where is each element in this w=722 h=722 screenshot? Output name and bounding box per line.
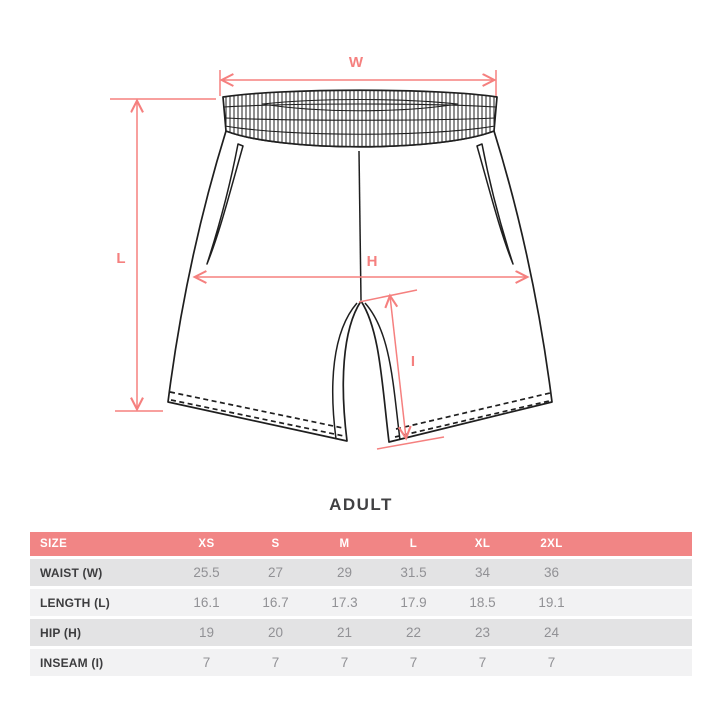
table-cell: 16.7	[262, 595, 289, 610]
table-cell: 7	[547, 655, 556, 670]
table-cell: 17.9	[400, 595, 427, 610]
dimension-annotations	[110, 70, 527, 450]
size-table-section: ADULT SIZE XS S M L XL 2XL WAIST (W) 25.…	[30, 494, 692, 676]
i-dimension-arrow	[390, 296, 406, 438]
table-cell: 27	[267, 565, 284, 580]
table-cell: 17.3	[331, 595, 358, 610]
table-cell: 7	[340, 655, 349, 670]
right-pocket-slit	[476, 143, 514, 265]
length-label: L	[116, 250, 125, 267]
table-cell: 16.1	[193, 595, 220, 610]
shorts-technical-drawing: W L H I	[110, 54, 553, 450]
hem-stitching	[169, 391, 551, 438]
table-header-row: SIZE XS S M L XL 2XL	[30, 532, 692, 556]
table-cell: 24	[543, 625, 560, 640]
table-cell: 19.1	[538, 595, 565, 610]
table-row-hip: HIP (H) 19 20 21 22 23 24	[30, 619, 692, 646]
hip-label: H	[367, 253, 378, 270]
row-label: LENGTH (L)	[40, 595, 110, 610]
column-header-l: L	[409, 538, 418, 550]
table-cell: 7	[271, 655, 280, 670]
table-cell: 29	[336, 565, 353, 580]
column-header-xs: XS	[198, 538, 215, 550]
table-cell: 19	[198, 625, 215, 640]
table-row-waist: WAIST (W) 25.5 27 29 31.5 34 36	[30, 559, 692, 586]
waistband-rows	[223, 98, 497, 135]
column-header-2xl: 2XL	[540, 538, 563, 550]
dimension-labels: W L H I	[116, 54, 415, 370]
size-table: SIZE XS S M L XL 2XL WAIST (W) 25.5 27 2…	[30, 532, 692, 676]
waistband	[222, 89, 498, 148]
table-cell: 7	[202, 655, 211, 670]
section-title: ADULT	[329, 495, 393, 514]
table-cell: 22	[405, 625, 422, 640]
width-label: W	[349, 54, 364, 71]
column-header-m: M	[339, 538, 350, 550]
table-cell: 18.5	[469, 595, 496, 610]
table-cell: 23	[474, 625, 491, 640]
row-label: HIP (H)	[40, 625, 82, 640]
row-label: INSEAM (I)	[40, 655, 104, 670]
table-cell: 36	[543, 565, 560, 580]
shorts-diagram: W L H I	[110, 54, 553, 450]
table-cell: 20	[267, 625, 284, 640]
table-cell: 7	[409, 655, 418, 670]
table-row-length: LENGTH (L) 16.1 16.7 17.3 17.9 18.5 19.1	[30, 589, 692, 616]
table-cell: 25.5	[193, 565, 220, 580]
table-cell: 7	[478, 655, 487, 670]
column-header-size: SIZE	[40, 538, 68, 550]
table-cell: 21	[336, 625, 353, 640]
column-header-xl: XL	[474, 538, 491, 550]
table-cell: 34	[474, 565, 491, 580]
left-inseam-stitch	[331, 302, 358, 440]
table-row-inseam: INSEAM (I) 7 7 7 7 7 7	[30, 649, 692, 676]
i-extension-bottom	[376, 436, 445, 450]
shorts-outline	[167, 89, 553, 443]
inseam-label: I	[411, 353, 415, 370]
left-pocket-slit	[206, 143, 244, 265]
table-cell: 31.5	[400, 565, 427, 580]
row-label: WAIST (W)	[40, 565, 103, 580]
column-header-s: S	[271, 538, 280, 550]
